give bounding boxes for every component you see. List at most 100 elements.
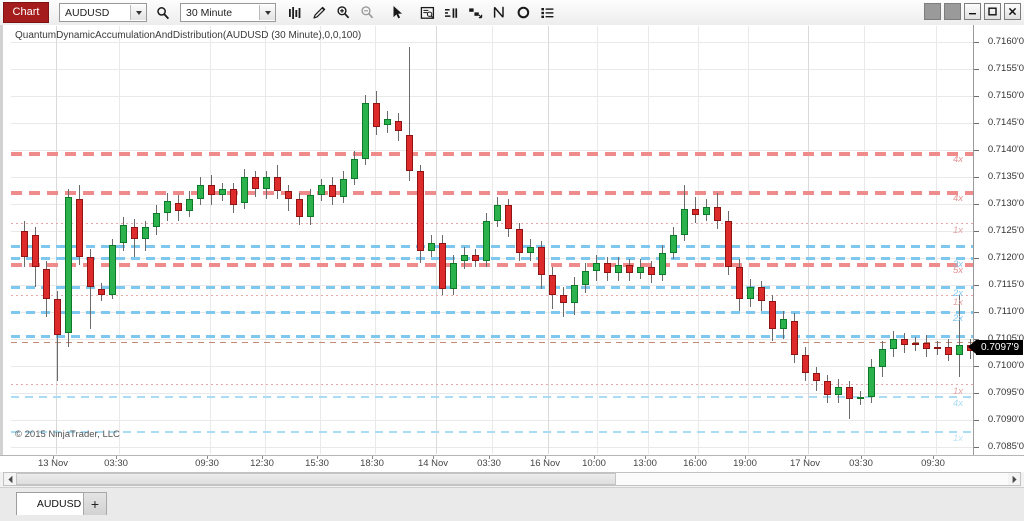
maximize-button[interactable] — [984, 3, 1001, 20]
price-axis[interactable]: 0.7160'0 0.7155'0 0.7150'0 0.7145'0 0.7140'0… — [968, 25, 1024, 470]
grid-line-vertical — [375, 26, 376, 454]
grid-line-vertical — [808, 26, 809, 454]
minimize-button[interactable] — [964, 3, 981, 20]
price-tick — [974, 231, 979, 232]
cursor-arrow-icon[interactable] — [386, 2, 408, 23]
candle-body — [362, 103, 369, 159]
candle-body — [395, 121, 402, 131]
scroll-left-icon[interactable] — [4, 473, 16, 485]
price-tick-label: 0.7095'0 — [987, 387, 1024, 398]
candle-body — [450, 263, 457, 289]
candle-body — [472, 255, 479, 261]
grid-line-vertical — [548, 26, 549, 454]
price-tick — [974, 339, 979, 340]
chart-menu-button[interactable]: Chart — [3, 2, 49, 23]
price-tick — [974, 420, 979, 421]
grid-line-vertical — [265, 26, 266, 454]
candle-body — [945, 347, 952, 355]
price-tick-label: 0.7160'0 — [987, 36, 1024, 47]
grid-line-vertical — [210, 26, 211, 454]
level-tag-L9: 2x — [953, 313, 964, 324]
level-line-L7 — [11, 286, 973, 289]
tab-audusd[interactable]: AUDUSD — [16, 492, 102, 515]
candle-body — [516, 229, 523, 253]
time-tick — [861, 456, 862, 459]
candle-wick — [959, 295, 960, 377]
candle-body — [373, 103, 380, 127]
candle-body — [307, 195, 314, 217]
properties-icon[interactable] — [536, 2, 558, 23]
candle-body — [604, 263, 611, 273]
candle-body — [890, 339, 897, 349]
close-button[interactable] — [1004, 3, 1021, 20]
copyright-notice: © 2015 NinjaTrader, LLC — [15, 429, 120, 440]
chevron-down-icon[interactable] — [259, 5, 275, 20]
zoom-out-icon[interactable] — [356, 2, 378, 23]
candle-body — [835, 387, 842, 395]
time-tick-label: 03:30 — [849, 458, 873, 469]
strategy-icon[interactable] — [464, 2, 486, 23]
candle-body — [758, 287, 765, 301]
search-icon[interactable] — [152, 2, 174, 23]
chevron-down-icon[interactable] — [130, 5, 146, 20]
time-tick-label: 16:00 — [683, 458, 707, 469]
candle-body — [406, 135, 413, 171]
grid-line-vertical — [119, 26, 120, 454]
bars-icon[interactable] — [284, 2, 306, 23]
level-line-L14 — [11, 431, 973, 433]
time-axis[interactable]: 13 Nov 03:30 09:30 12:30 15:30 18:30 14 Nov 03:… — [0, 455, 1024, 472]
candle-body — [527, 247, 534, 253]
pencil-icon[interactable] — [308, 2, 330, 23]
candle-body — [417, 171, 424, 251]
candle-body — [186, 199, 193, 211]
level-line-L9 — [11, 311, 973, 314]
add-tab-button[interactable]: + — [83, 492, 107, 515]
instrument-selector[interactable]: AUDUSD — [59, 3, 147, 22]
level-line-L4 — [11, 245, 973, 248]
price-tick — [974, 447, 979, 448]
time-tick — [433, 456, 434, 459]
candle-body — [560, 295, 567, 303]
candle-body — [274, 177, 281, 191]
window-blank-button-2[interactable] — [944, 3, 961, 20]
scrollbar-thumb[interactable] — [16, 473, 617, 485]
candle-body — [549, 275, 556, 295]
price-tick — [974, 366, 979, 367]
window-blank-button-1[interactable] — [924, 3, 941, 20]
circle-icon[interactable] — [512, 2, 534, 23]
time-tick — [594, 456, 595, 459]
candle-body — [505, 205, 512, 229]
scrollbar-track[interactable] — [16, 473, 1008, 485]
interval-selector[interactable]: 30 Minute — [180, 3, 276, 22]
chart-canvas[interactable]: 4x 4x 1x 3x 5x 2x 1x 2x 1x 4x 1x QuantumDynamicAcc… — [0, 25, 1024, 470]
grid-line-vertical — [436, 26, 437, 454]
candle-body — [626, 265, 633, 273]
candle-body — [483, 221, 490, 261]
n-curve-icon[interactable] — [488, 2, 510, 23]
candle-body — [681, 209, 688, 235]
price-tick — [974, 312, 979, 313]
main-toolbar: Chart AUDUSD 30 Minute — [0, 0, 1024, 26]
zoom-in-icon[interactable] — [332, 2, 354, 23]
level-line-L11 — [11, 342, 973, 343]
level-tag-L1: 4x — [953, 154, 964, 165]
time-tick — [645, 456, 646, 459]
candle-body — [813, 373, 820, 381]
candle-body — [285, 191, 292, 199]
candle-body — [824, 381, 831, 395]
time-tick-label: 17 Nov — [789, 458, 821, 469]
price-plot-area[interactable] — [11, 26, 973, 454]
time-tick-label: 10:00 — [582, 458, 606, 469]
indicator-icon[interactable] — [440, 2, 462, 23]
candle-body — [329, 185, 336, 197]
candle-body — [241, 177, 248, 203]
price-tick — [974, 204, 979, 205]
price-tag-arrow — [968, 340, 976, 354]
horizontal-scrollbar[interactable] — [3, 472, 1021, 486]
candle-body — [956, 345, 963, 355]
time-tick — [695, 456, 696, 459]
chart-tab-bar: AUDUSD + — [0, 487, 1024, 521]
scroll-right-icon[interactable] — [1008, 473, 1020, 485]
data-box-icon[interactable] — [416, 2, 438, 23]
price-tick-label: 0.7130'0 — [987, 198, 1024, 209]
